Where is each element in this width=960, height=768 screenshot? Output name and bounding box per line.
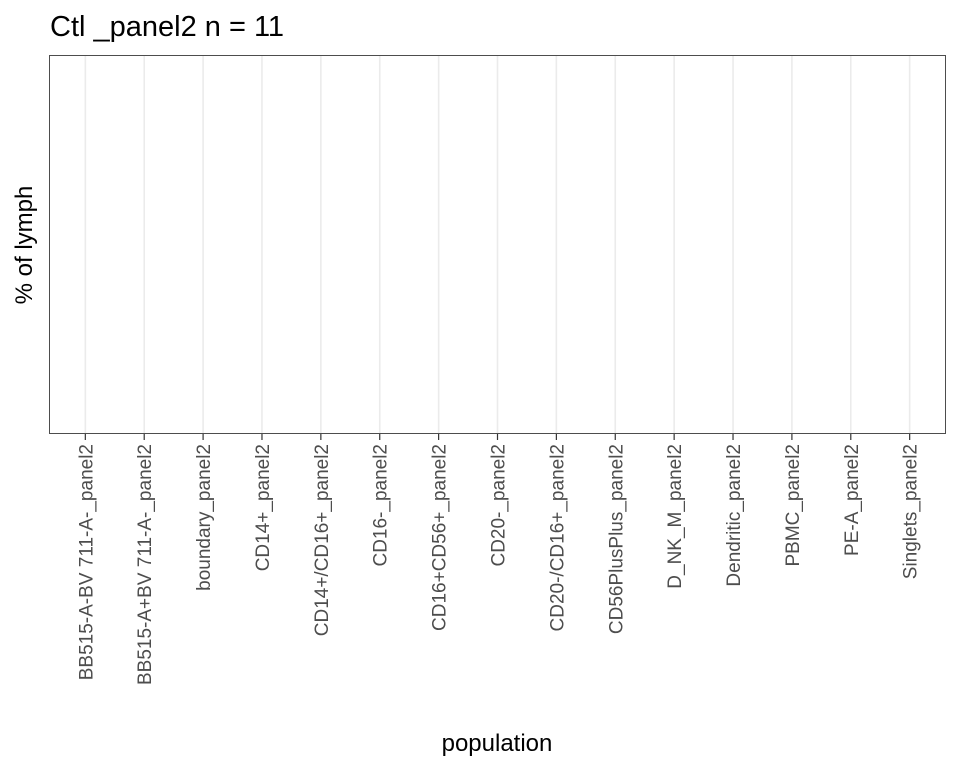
x-tick-label: CD56PlusPlus_panel2	[606, 444, 627, 634]
y-axis-title: % of lymph	[11, 186, 38, 305]
x-tick-label: BB515-A-BV 711-A-_panel2	[76, 444, 97, 680]
x-tick-label: PE-A_panel2	[842, 444, 863, 556]
x-tick-label: Singlets_panel2	[901, 444, 922, 579]
x-axis-title: population	[442, 730, 553, 757]
x-tick-label: PBMC_panel2	[783, 444, 804, 567]
chart-title: Ctl _panel2 n = 11	[50, 11, 284, 43]
x-tick-label: BB515-A+BV 711-A-_panel2	[135, 444, 156, 685]
grid-layer	[84, 56, 911, 434]
x-tick-label: D_NK_M_panel2	[665, 444, 686, 589]
x-axis-ticks	[84, 434, 911, 440]
x-tick-label: CD16+CD56+_panel2	[430, 444, 451, 631]
x-tick-label: CD20-/CD16+_panel2	[547, 444, 568, 631]
x-tick-label: CD20-_panel2	[489, 444, 510, 567]
x-axis-tick-labels: BB515-A-BV 711-A-_panel2 BB515-A+BV 711-A…	[76, 444, 921, 685]
plot-panel	[49, 55, 946, 434]
x-tick-label: CD14+/CD16+_panel2	[312, 444, 333, 636]
x-tick-label: boundary_panel2	[194, 444, 215, 591]
x-tick-label: CD16-_panel2	[371, 444, 392, 567]
x-tick-label: CD14+_panel2	[253, 444, 274, 571]
x-tick-label: Dendritic_panel2	[724, 444, 745, 587]
